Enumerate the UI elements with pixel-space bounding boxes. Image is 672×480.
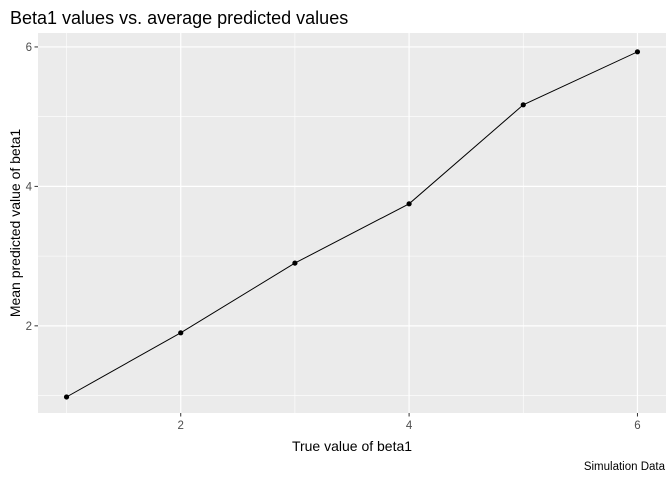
chart-title: Beta1 values vs. average predicted value… (10, 8, 348, 28)
x-axis: 2 4 6 (178, 413, 641, 432)
plot-panel (38, 33, 666, 413)
data-point-2 (178, 330, 184, 336)
y-axis-title: Mean predicted value of beta1 (7, 129, 23, 318)
y-tick-label-2: 6 (26, 42, 32, 54)
minor-gridlines (38, 33, 666, 413)
chart-caption: Simulation Data (584, 461, 666, 473)
x-axis-title: True value of beta1 (292, 438, 412, 454)
y-tick-label-0: 2 (26, 321, 32, 333)
data-point-4 (406, 201, 412, 207)
data-point-5 (520, 102, 526, 108)
x-tick-label-1: 4 (406, 420, 413, 432)
y-tick-label-1: 4 (26, 181, 33, 193)
series-line (66, 51, 638, 398)
major-gridlines (38, 33, 666, 413)
data-point-3 (292, 260, 298, 266)
y-axis: 2 4 6 (26, 42, 38, 333)
data-points (63, 49, 641, 400)
series-line-layer (66, 51, 638, 398)
data-point-6 (634, 49, 641, 55)
x-tick-label-0: 2 (178, 420, 184, 432)
x-tick-label-2: 6 (634, 420, 640, 432)
data-point-1 (63, 394, 70, 400)
